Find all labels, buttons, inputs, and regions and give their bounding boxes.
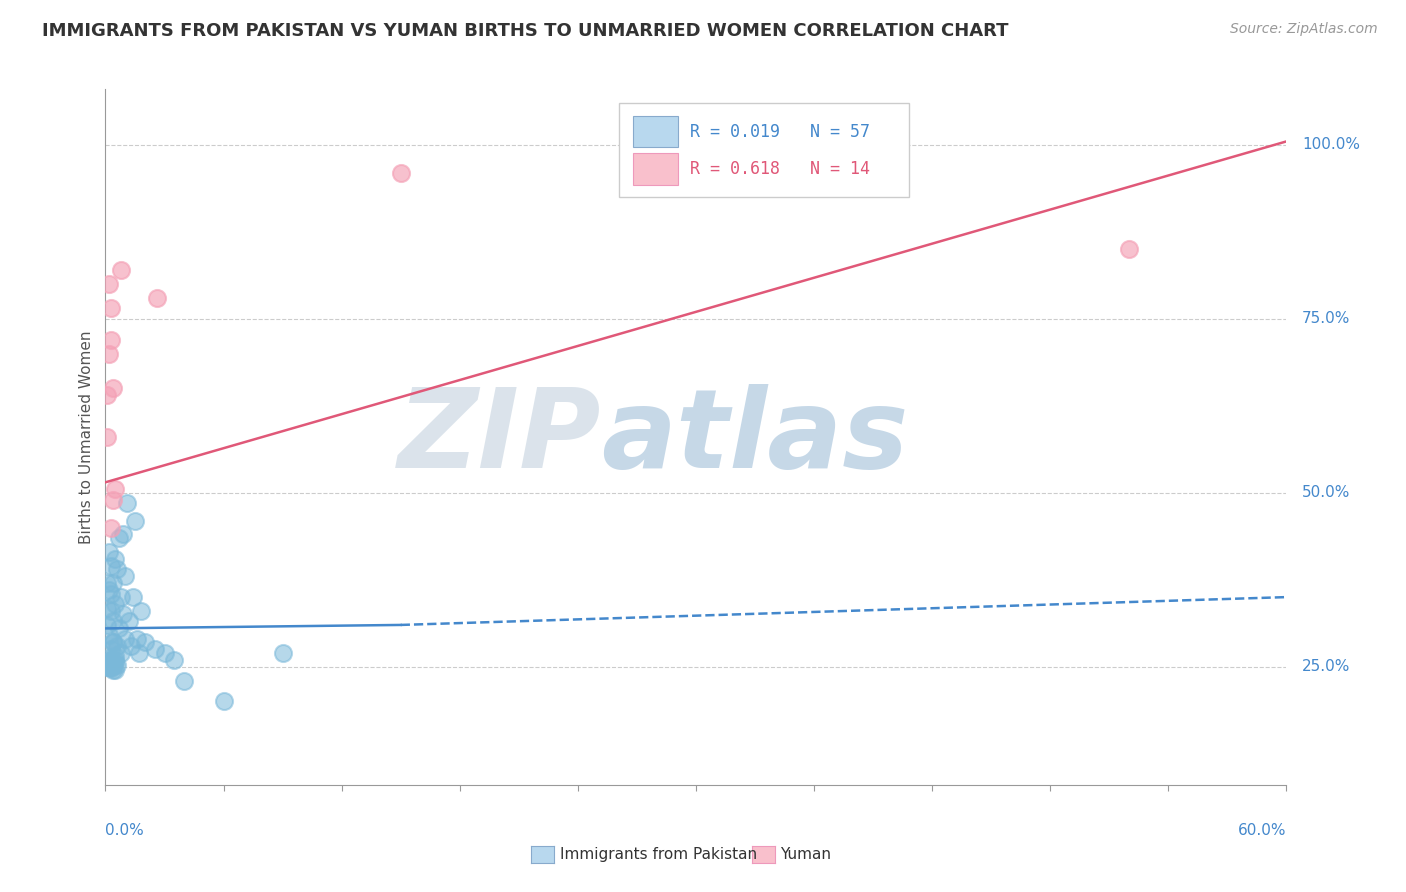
Text: 75.0%: 75.0% [1302, 311, 1351, 326]
Text: 0.0%: 0.0% [105, 823, 145, 838]
Point [104, 653, 127, 667]
Point [114, 569, 136, 583]
Point [145, 291, 167, 305]
Point [98, 545, 121, 559]
Point [98, 277, 121, 291]
Point [212, 694, 235, 708]
Point [98, 654, 121, 668]
Point [100, 301, 122, 316]
Point [103, 635, 125, 649]
Point [96, 576, 118, 591]
Point [104, 597, 127, 611]
Point [104, 482, 127, 496]
Point [110, 646, 132, 660]
Point [100, 659, 122, 673]
Point [143, 642, 166, 657]
Point [100, 661, 122, 675]
Point [96, 618, 118, 632]
Point [153, 646, 176, 660]
Point [114, 632, 136, 646]
Point [110, 590, 132, 604]
Bar [633, 153, 678, 185]
Point [103, 635, 125, 649]
Point [98, 628, 121, 642]
Text: R = 0.618   N = 14: R = 0.618 N = 14 [690, 161, 870, 178]
Point [389, 166, 412, 180]
Point [100, 642, 122, 657]
Point [104, 657, 127, 671]
Point [122, 590, 145, 604]
Point [125, 632, 148, 646]
Point [271, 646, 294, 660]
Text: R = 0.019   N = 57: R = 0.019 N = 57 [690, 122, 870, 141]
Point [104, 551, 127, 566]
Text: Yuman: Yuman [780, 847, 831, 862]
Point [98, 583, 121, 598]
Text: 100.0%: 100.0% [1302, 137, 1360, 153]
Point [96, 600, 118, 615]
Text: Source: ZipAtlas.com: Source: ZipAtlas.com [1230, 22, 1378, 37]
Point [134, 635, 156, 649]
Point [124, 514, 146, 528]
Point [96, 659, 118, 673]
Point [96, 388, 118, 402]
Point [100, 657, 122, 671]
Point [103, 655, 125, 669]
Point [98, 346, 121, 360]
Point [108, 531, 131, 545]
Point [110, 263, 132, 277]
Text: 50.0%: 50.0% [1302, 485, 1351, 500]
Point [128, 646, 150, 660]
Point [105, 658, 128, 673]
Text: atlas: atlas [602, 384, 908, 491]
Text: IMMIGRANTS FROM PAKISTAN VS YUMAN BIRTHS TO UNMARRIED WOMEN CORRELATION CHART: IMMIGRANTS FROM PAKISTAN VS YUMAN BIRTHS… [42, 22, 1008, 40]
Text: 60.0%: 60.0% [1239, 823, 1286, 838]
Point [100, 604, 122, 618]
Point [173, 673, 195, 688]
Point [100, 587, 122, 601]
Point [103, 657, 125, 672]
Point [103, 615, 125, 629]
Bar [633, 116, 678, 147]
Point [98, 659, 121, 673]
Text: 25.0%: 25.0% [1302, 659, 1351, 674]
Point [100, 520, 122, 534]
Point [104, 649, 127, 664]
Point [112, 607, 135, 622]
Point [118, 615, 141, 629]
Point [129, 604, 152, 618]
Point [163, 653, 186, 667]
Point [103, 576, 125, 591]
Y-axis label: Births to Unmarried Women: Births to Unmarried Women [79, 330, 94, 544]
Point [100, 558, 122, 573]
Point [115, 496, 138, 510]
FancyBboxPatch shape [619, 103, 908, 197]
Point [103, 663, 125, 677]
Point [103, 381, 125, 395]
Point [1118, 242, 1140, 256]
Point [100, 333, 122, 347]
Text: Immigrants from Pakistan: Immigrants from Pakistan [560, 847, 756, 862]
Point [105, 639, 128, 653]
Point [120, 639, 142, 653]
Point [105, 562, 128, 576]
Point [103, 492, 125, 507]
Point [108, 621, 131, 635]
Point [112, 527, 135, 541]
Text: ZIP: ZIP [398, 384, 602, 491]
Point [96, 430, 118, 444]
Point [100, 653, 122, 667]
Point [98, 651, 121, 665]
Point [104, 663, 127, 677]
